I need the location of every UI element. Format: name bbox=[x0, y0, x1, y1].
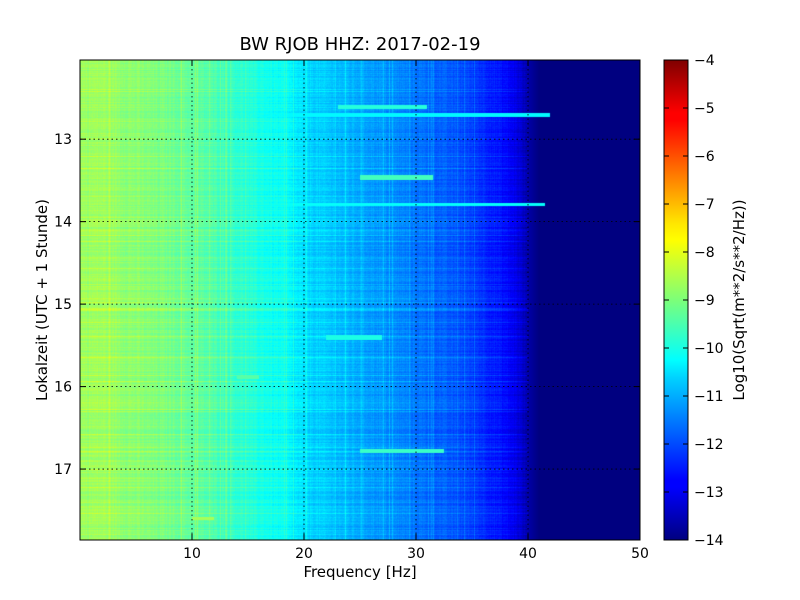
x-tick-label: 40 bbox=[519, 546, 537, 562]
y-axis-label: Lokalzeit (UTC + 1 Stunde) bbox=[33, 199, 51, 401]
x-tick-label: 30 bbox=[407, 546, 425, 562]
colorbar: −4 −5 −6 −7 −8 −9 −10 −11 −12 −13 −14 Log10(Sqrt(m… bbox=[663, 53, 748, 549]
x-tick-label: 20 bbox=[295, 546, 313, 562]
y-axis-ticks: 13 14 15 16 17 bbox=[54, 132, 640, 478]
colorbar-tick-label: −4 bbox=[694, 53, 715, 69]
x-tick-label: 50 bbox=[631, 546, 649, 562]
plot-area: 10 20 30 40 50 13 14 15 16 17 bbox=[54, 59, 649, 562]
y-tick-label: 14 bbox=[54, 215, 72, 231]
colorbar-tick-label: −8 bbox=[694, 245, 715, 261]
y-tick-label: 16 bbox=[54, 380, 72, 396]
colorbar-tick-label: −13 bbox=[694, 485, 724, 501]
y-tick-label: 17 bbox=[54, 462, 72, 478]
colorbar-tick-label: −11 bbox=[694, 389, 724, 405]
grid-lines bbox=[80, 60, 640, 540]
x-tick-label: 10 bbox=[183, 546, 201, 562]
colorbar-tick-label: −12 bbox=[694, 437, 724, 453]
colorbar-tick-label: −6 bbox=[694, 149, 715, 165]
y-tick-label: 15 bbox=[54, 297, 72, 313]
colorbar-label: Log10(Sqrt(m**2/s**2/Hz)) bbox=[730, 199, 748, 400]
spectrogram-heatmap bbox=[80, 60, 640, 540]
colorbar-ticks: −4 −5 −6 −7 −8 −9 −10 −11 −12 −13 −14 bbox=[664, 53, 724, 549]
chart-title: BW RJOB HHZ: 2017-02-19 bbox=[239, 34, 480, 55]
plot-frame bbox=[79, 59, 641, 541]
colorbar-tick-label: −9 bbox=[694, 293, 715, 309]
colorbar-tick-label: −7 bbox=[694, 197, 715, 213]
x-axis-ticks: 10 20 30 40 50 bbox=[183, 60, 649, 562]
colorbar-tick-label: −5 bbox=[694, 101, 715, 117]
colorbar-tick-label: −14 bbox=[694, 533, 724, 549]
y-tick-label: 13 bbox=[54, 132, 72, 148]
x-axis-label: Frequency [Hz] bbox=[303, 563, 416, 581]
colorbar-tick-label: −10 bbox=[694, 341, 724, 357]
